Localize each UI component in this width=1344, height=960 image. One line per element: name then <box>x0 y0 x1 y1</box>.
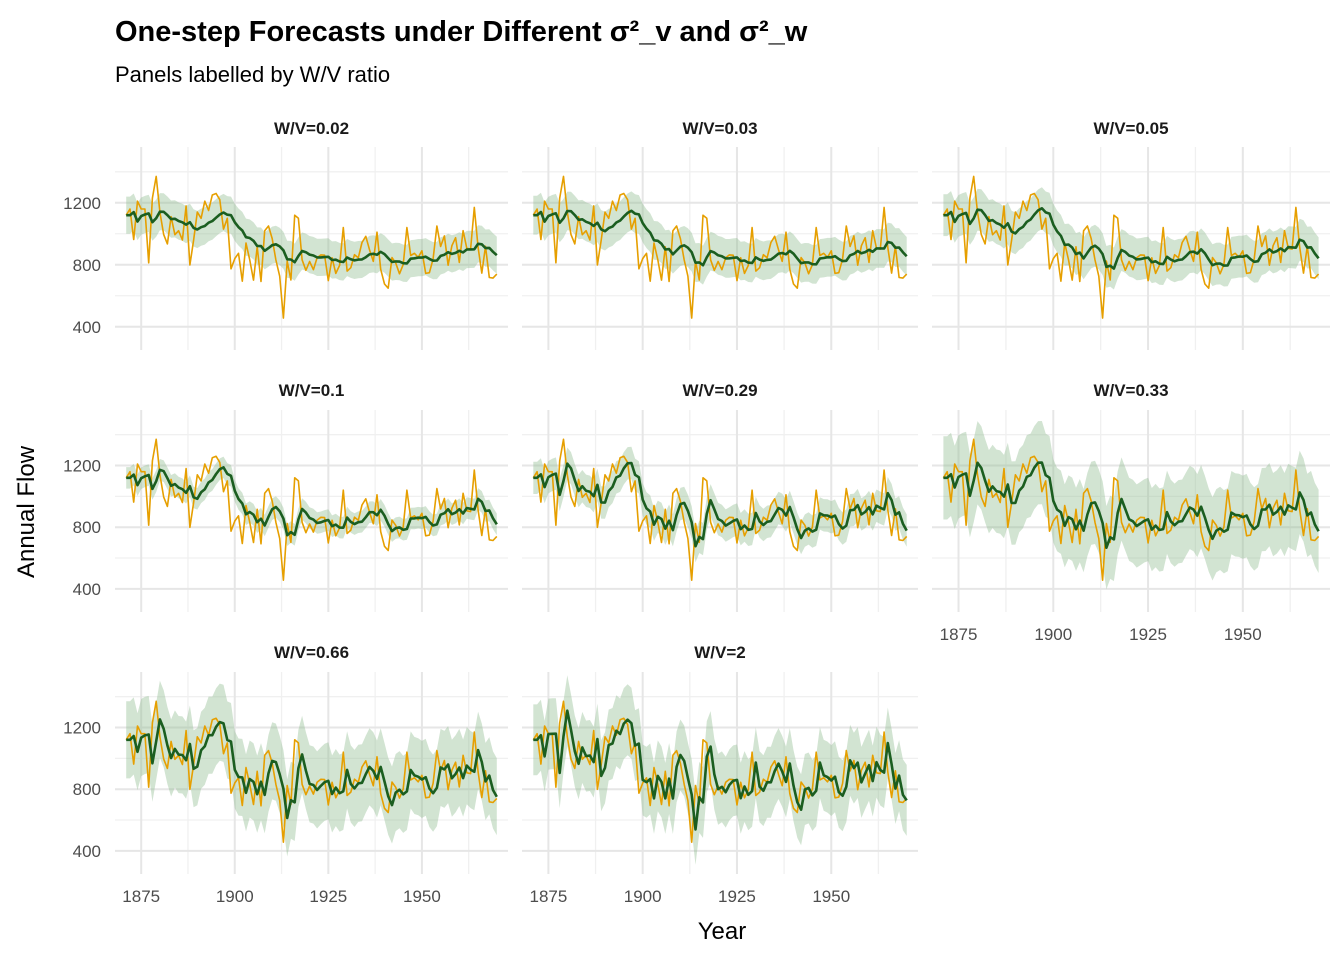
x-tick-label: 1900 <box>216 887 254 906</box>
chart-title: One-step Forecasts under Different σ²_v … <box>115 16 808 48</box>
observed-series-line <box>125 700 498 843</box>
y-tick-label: 1200 <box>63 194 101 213</box>
observed-series-line <box>125 438 498 581</box>
observed-series-line <box>532 175 908 319</box>
facet-strip-label: W/V=0.29 <box>682 381 757 400</box>
x-tick-label: 1875 <box>529 887 567 906</box>
x-tick-label: 1900 <box>1034 625 1072 644</box>
facet-panel: W/V=0.33 1875 1900 1925 1950 <box>932 381 1330 644</box>
observed-series-line <box>942 175 1320 319</box>
forecast-series-line <box>533 209 908 267</box>
y-tick-label: 800 <box>73 518 101 537</box>
facet-panel: W/V=0.03 <box>522 119 918 350</box>
y-tick-label: 400 <box>73 580 101 599</box>
facet-panel: W/V=0.05 <box>932 119 1330 350</box>
observed-series-line <box>125 175 498 319</box>
x-tick-label: 1950 <box>403 887 441 906</box>
forecast-series-line <box>126 210 498 265</box>
x-axis-title: Year <box>698 918 747 945</box>
x-tick-label: 1925 <box>718 887 756 906</box>
facet-strip-label: W/V=0.1 <box>279 381 345 400</box>
forecast-series-line <box>943 207 1320 270</box>
observed-series-line <box>532 700 908 843</box>
facet-panel: W/V=2 1875 1900 1925 1950 <box>522 643 918 906</box>
x-tick-label: 1900 <box>624 887 662 906</box>
facet-strip-label: W/V=0.66 <box>274 643 349 662</box>
prediction-band <box>533 446 907 563</box>
forecast-series-line <box>126 718 498 820</box>
x-tick-label: 1875 <box>940 625 978 644</box>
x-tick-label: 1925 <box>309 887 347 906</box>
facet-panel: W/V=0.29 <box>522 381 918 612</box>
facet-strip-label: W/V=0.02 <box>274 119 349 138</box>
y-axis-title: Annual Flow <box>13 445 40 578</box>
facet-panel: W/V=0.02 400 800 1200 <box>63 119 508 350</box>
y-tick-label: 400 <box>73 318 101 337</box>
observed-series-line <box>532 438 908 581</box>
forecast-series-line <box>943 461 1320 549</box>
x-tick-label: 1950 <box>812 887 850 906</box>
facet-panel: W/V=0.1 400 800 1200 <box>63 381 508 612</box>
x-tick-label: 1875 <box>122 887 160 906</box>
forecast-series-line <box>126 466 498 537</box>
forecast-series-line <box>533 461 908 548</box>
x-tick-label: 1925 <box>1129 625 1167 644</box>
x-tick-label: 1950 <box>1224 625 1262 644</box>
facet-panels: W/V=0.02 400 800 1200 W/V=0.03 W/V=0.05 W/V=0.… <box>63 119 1330 906</box>
facet-strip-label: W/V=0.05 <box>1093 119 1168 138</box>
y-tick-label: 800 <box>73 256 101 275</box>
y-tick-label: 400 <box>73 842 101 861</box>
facet-strip-label: W/V=2 <box>694 643 746 662</box>
y-tick-label: 1200 <box>63 457 101 476</box>
forecast-series-line <box>533 709 908 831</box>
facet-strip-label: W/V=0.33 <box>1093 381 1168 400</box>
chart-subtitle: Panels labelled by W/V ratio <box>115 62 390 87</box>
facet-strip-label: W/V=0.03 <box>682 119 757 138</box>
y-tick-label: 800 <box>73 780 101 799</box>
observed-series-line <box>942 438 1320 581</box>
y-tick-label: 1200 <box>63 719 101 738</box>
facet-panel: W/V=0.66 400 800 1200 1875 1900 1925 1950 <box>63 643 508 906</box>
